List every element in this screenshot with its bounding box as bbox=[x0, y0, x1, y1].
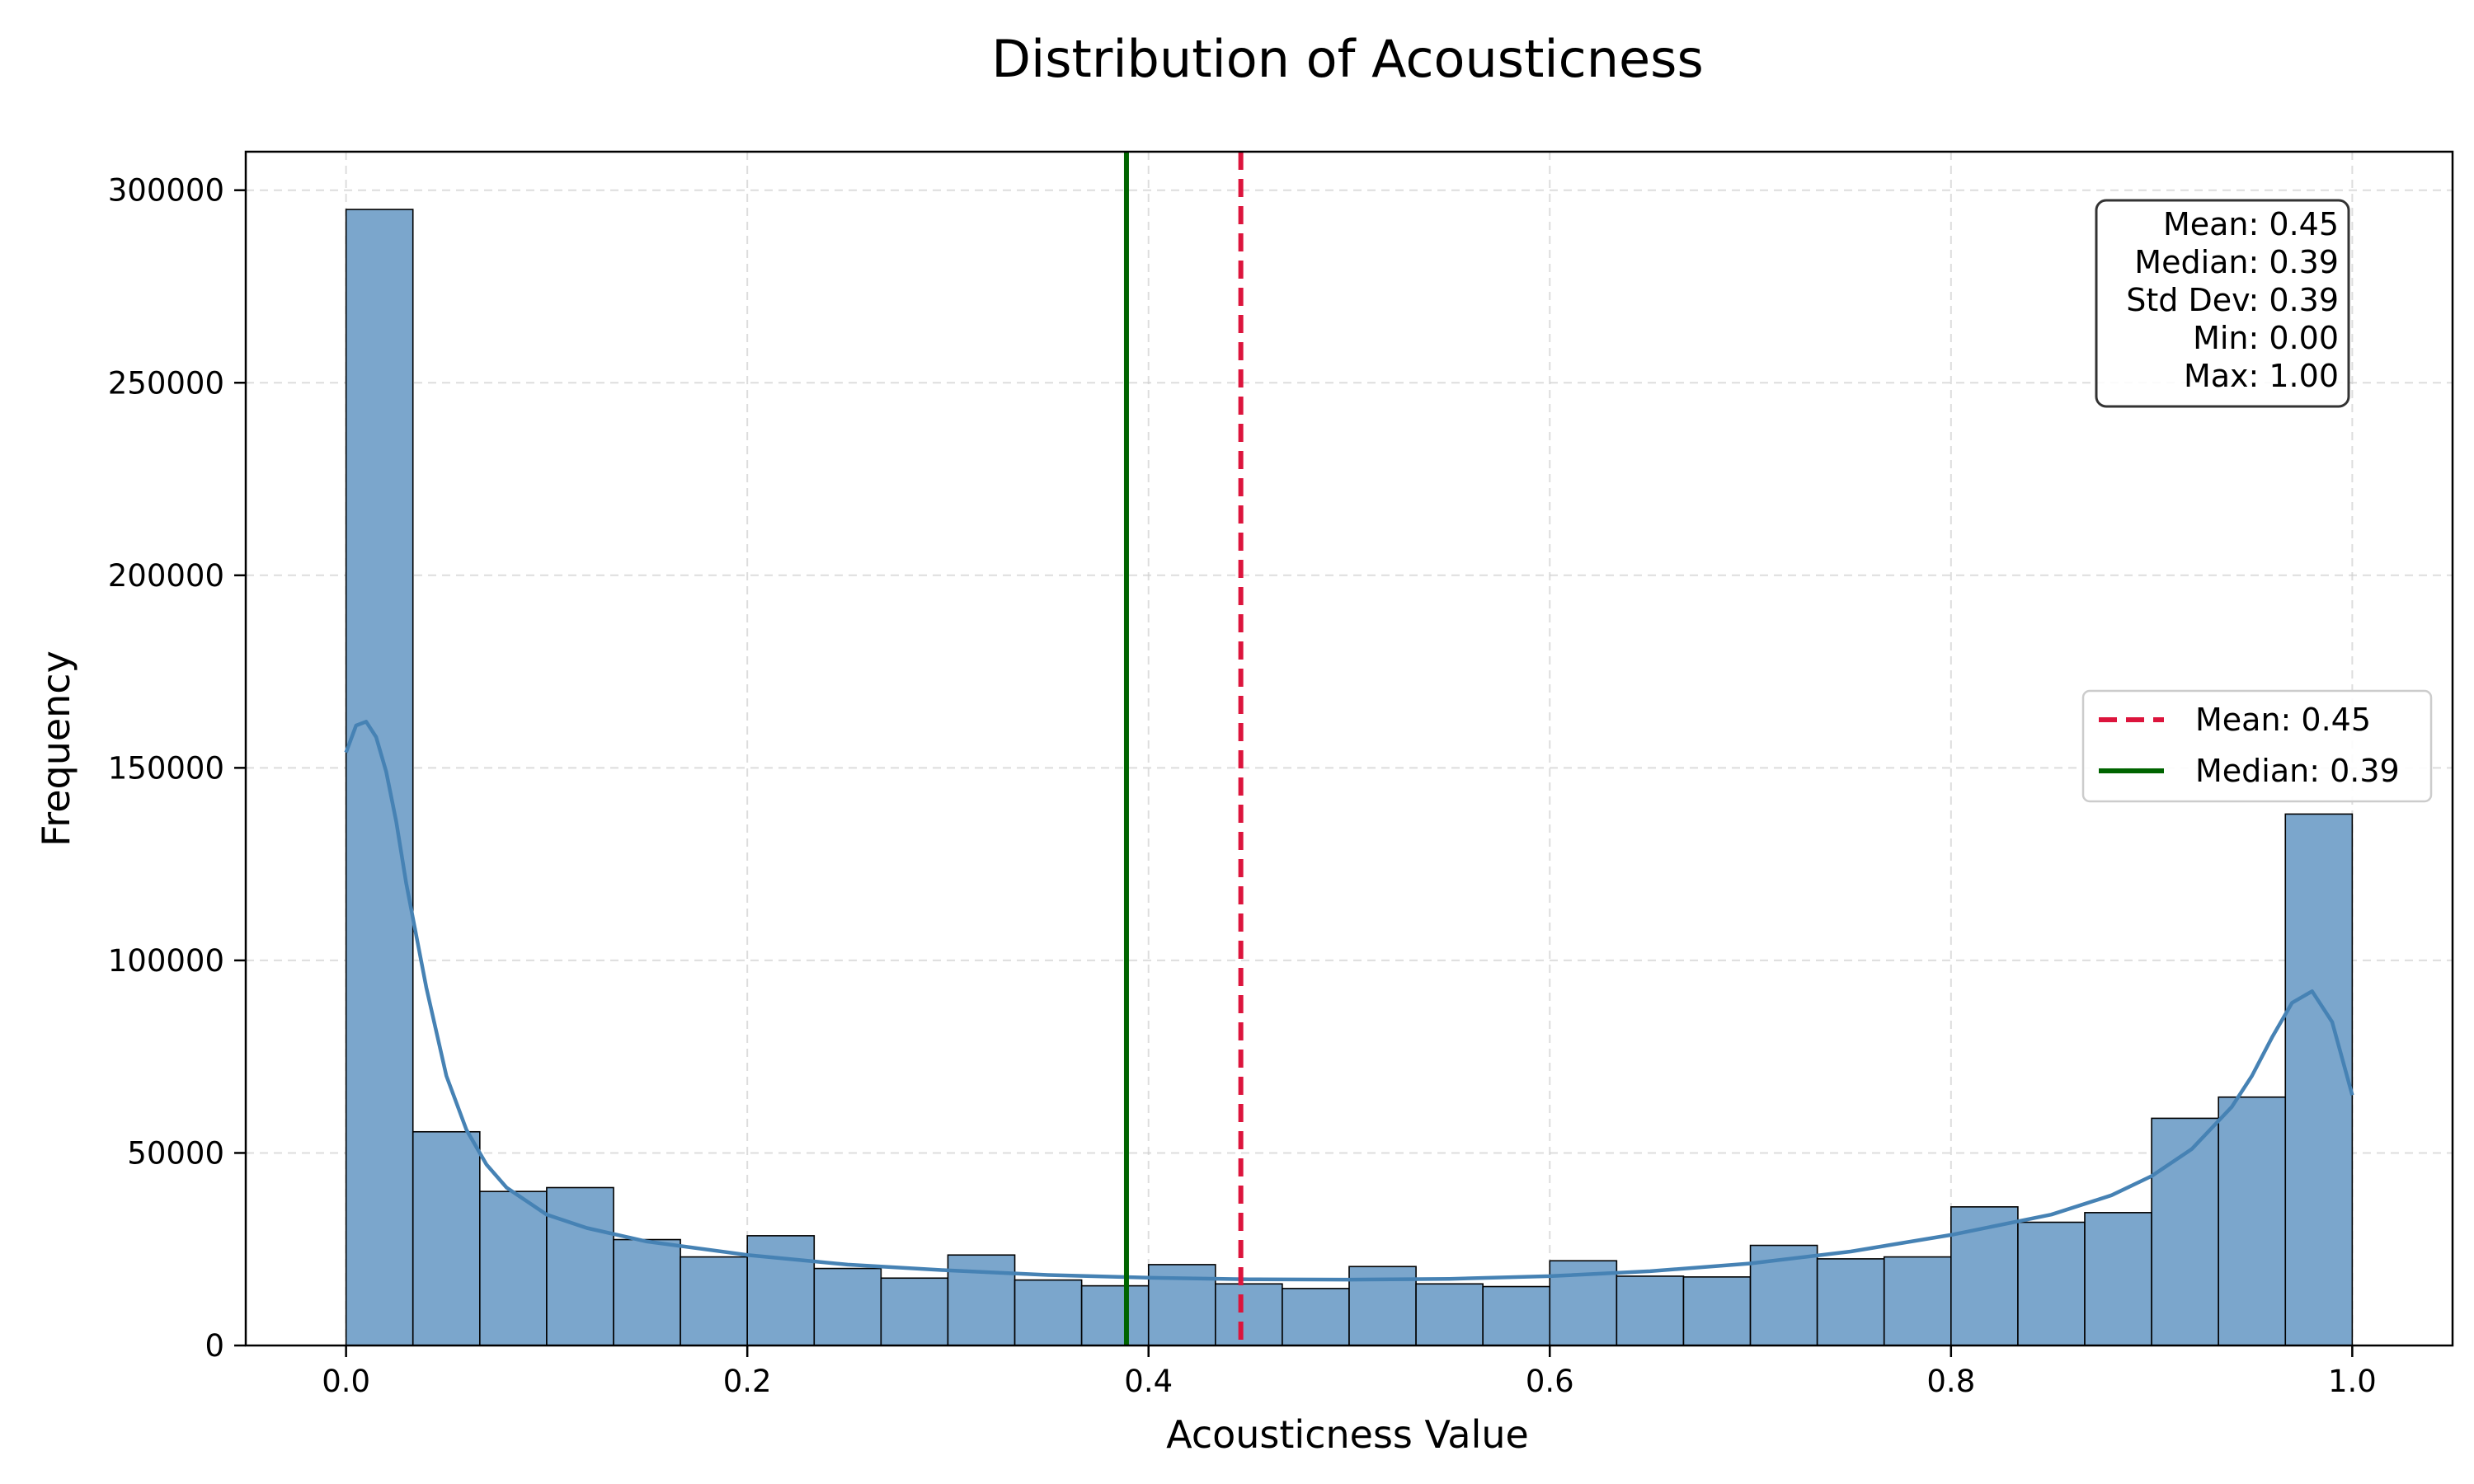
histogram-bar bbox=[1014, 1279, 1083, 1346]
histogram-bar bbox=[1883, 1256, 1952, 1346]
stats-median: Median: 0.39 bbox=[2134, 244, 2339, 280]
plot-area-frame bbox=[244, 150, 2454, 1347]
x-axis-label: Acousticness Value bbox=[1166, 1412, 1529, 1457]
histogram-bar bbox=[2218, 1096, 2287, 1346]
legend-frame bbox=[2081, 689, 2433, 803]
y-tick-label: 250000 bbox=[108, 365, 224, 401]
y-tick-label: 50000 bbox=[127, 1135, 224, 1171]
reference-lines-layer bbox=[1123, 152, 1244, 1345]
legend-mean-label: Mean: 0.45 bbox=[2195, 702, 2371, 738]
histogram-bar bbox=[680, 1256, 748, 1346]
stats-box: Mean: 0.45 Median: 0.39 Std Dev: 0.39 Mi… bbox=[2095, 199, 2350, 408]
stats-mean: Mean: 0.45 bbox=[2163, 206, 2339, 242]
histogram-bar bbox=[412, 1130, 481, 1346]
histogram-bar bbox=[880, 1277, 949, 1346]
chart-title: Distribution of Acousticness bbox=[991, 29, 1704, 89]
y-tick-label: 100000 bbox=[108, 943, 224, 979]
histogram-bar bbox=[1415, 1283, 1484, 1346]
y-tick-label: 150000 bbox=[108, 750, 224, 786]
histogram-bars bbox=[345, 209, 2354, 1346]
y-axis-label: Frequency bbox=[34, 650, 78, 847]
histogram-bar bbox=[2017, 1221, 2086, 1346]
kde-curve-layer bbox=[344, 720, 2354, 1282]
legend-median-label: Median: 0.39 bbox=[2195, 753, 2400, 789]
histogram-bar bbox=[345, 209, 414, 1346]
histogram-bar bbox=[1215, 1283, 1283, 1346]
histogram-bar bbox=[1482, 1285, 1551, 1346]
histogram-bar bbox=[947, 1254, 1016, 1346]
histogram-bar bbox=[1682, 1276, 1752, 1346]
x-tick-label: 0.8 bbox=[1926, 1364, 1975, 1399]
histogram-bar bbox=[2084, 1212, 2152, 1346]
histogram-bar bbox=[1282, 1288, 1350, 1346]
histogram-bar bbox=[546, 1186, 614, 1346]
stats-std-dev: Std Dev: 0.39 bbox=[2126, 282, 2339, 318]
stats-box-frame bbox=[2095, 199, 2350, 408]
histogram-bar bbox=[1616, 1275, 1685, 1346]
histogram-bar bbox=[1080, 1284, 1150, 1346]
histogram-bar bbox=[1816, 1258, 1885, 1346]
stats-min: Min: 0.00 bbox=[2193, 320, 2339, 356]
x-axis-ticks: 0.0 0.2 0.4 0.6 0.8 1.0 bbox=[322, 1345, 2377, 1399]
x-tick-label: 0.4 bbox=[1124, 1364, 1173, 1399]
histogram-bar bbox=[2284, 813, 2354, 1346]
histogram-bar bbox=[479, 1190, 548, 1346]
y-tick-label: 200000 bbox=[108, 558, 224, 594]
legend: Mean: 0.45 Median: 0.39 bbox=[2081, 689, 2433, 803]
stats-max: Max: 1.00 bbox=[2184, 358, 2339, 394]
kde-curve bbox=[344, 720, 2354, 1282]
y-tick-label: 0 bbox=[205, 1328, 224, 1364]
x-tick-label: 0.2 bbox=[723, 1364, 772, 1399]
histogram-bar bbox=[813, 1267, 882, 1346]
y-axis-ticks: 0 50000 100000 150000 200000 250000 300000 bbox=[108, 173, 246, 1364]
histogram-bar bbox=[746, 1235, 816, 1346]
x-tick-label: 0.0 bbox=[322, 1364, 370, 1399]
x-tick-label: 0.6 bbox=[1526, 1364, 1574, 1399]
y-tick-label: 300000 bbox=[108, 173, 224, 209]
histogram-bar bbox=[613, 1238, 681, 1346]
x-tick-label: 1.0 bbox=[2328, 1364, 2377, 1399]
